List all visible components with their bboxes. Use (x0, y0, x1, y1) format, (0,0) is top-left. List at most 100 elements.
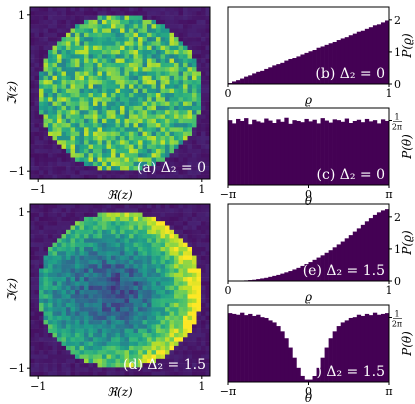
heatmap-cell (196, 123, 202, 128)
heatmap-cell (34, 264, 40, 269)
heatmap-cell (133, 174, 139, 180)
heatmap-cell (75, 75, 80, 81)
heatmap-cell (156, 251, 161, 256)
heatmap-cell (160, 204, 166, 209)
heatmap-cell (160, 328, 166, 334)
heatmap-cell (43, 161, 49, 167)
heatmap-cell (66, 148, 71, 154)
heatmap-cell (124, 105, 130, 111)
heatmap-cell (57, 259, 62, 265)
heatmap-cell (93, 58, 98, 64)
heatmap-cell (201, 148, 206, 154)
heatmap-cell (165, 298, 170, 304)
heatmap-cell (196, 204, 202, 209)
heatmap-cell (187, 242, 193, 248)
heatmap-cell (93, 123, 98, 128)
heatmap-cell (115, 157, 121, 163)
heatmap-cell (30, 153, 35, 158)
heatmap-cell (102, 153, 107, 158)
heatmap-cell (178, 114, 184, 120)
heatmap-cell (66, 238, 71, 243)
heatmap-cell (102, 328, 107, 334)
heatmap-cell (205, 80, 211, 85)
heatmap-cell (52, 363, 58, 368)
x-tick-label: 1 (198, 183, 205, 196)
heatmap-cell (84, 15, 89, 21)
heatmap-cell (75, 307, 80, 312)
heatmap-cell (151, 251, 157, 256)
heatmap-cell (115, 354, 121, 360)
heatmap-cell (205, 37, 211, 42)
heatmap-cell (142, 371, 148, 377)
heatmap-cell (70, 229, 76, 235)
heatmap-cell (93, 118, 98, 124)
heatmap-cell (142, 363, 148, 368)
heatmap-cell (70, 290, 76, 295)
heatmap-cell (156, 345, 161, 351)
heatmap-cell (102, 131, 107, 137)
heatmap-cell (178, 333, 184, 338)
heatmap-cell (174, 259, 179, 265)
heatmap-cell (205, 294, 211, 299)
heatmap-cell (120, 333, 125, 338)
heatmap-cell (70, 311, 76, 317)
heatmap-cell (192, 127, 197, 132)
heatmap-cell (156, 97, 161, 102)
heatmap-cell (48, 41, 53, 46)
heatmap-cell (93, 97, 98, 102)
heatmap-cell (165, 7, 170, 12)
bar (360, 224, 366, 281)
heatmap-cell (124, 281, 130, 286)
heatmap-cell (160, 88, 166, 94)
heatmap-cell (192, 71, 197, 77)
heatmap-cell (61, 67, 67, 72)
heatmap-cell (111, 302, 116, 308)
heatmap-cell (169, 148, 175, 154)
heatmap-cell (39, 247, 44, 252)
heatmap-cell (201, 97, 206, 102)
heatmap-cell (187, 307, 193, 312)
heatmap-cell (106, 62, 112, 68)
heatmap-cell (124, 268, 130, 274)
heatmap-cell (147, 320, 152, 325)
heatmap-cell (178, 363, 184, 368)
heatmap-cell (151, 174, 157, 180)
heatmap-cell (102, 24, 107, 29)
bars (236, 209, 390, 281)
heatmap-cell (52, 320, 58, 325)
heatmap-cell (75, 80, 80, 85)
heatmap-cell (48, 315, 53, 321)
heatmap-cell (201, 174, 206, 180)
heatmap-cell (156, 242, 161, 248)
heatmap-cell (75, 144, 80, 150)
heatmap-cell (34, 28, 40, 34)
heatmap-cell (66, 80, 71, 85)
heatmap-cell (70, 259, 76, 265)
heatmap-cell (174, 131, 179, 137)
heatmap-cell (79, 285, 85, 291)
heatmap-cell (120, 350, 125, 355)
heatmap-cell (160, 131, 166, 137)
heatmap-cell (133, 221, 139, 226)
heatmap-cell (138, 166, 143, 171)
heatmap-cell (52, 350, 58, 355)
heatmap-cell (84, 11, 89, 16)
heatmap-cell (106, 367, 112, 372)
heatmap-cell (160, 157, 166, 163)
heatmap-cell (39, 123, 44, 128)
heatmap-cell (133, 32, 139, 38)
heatmap-cell (178, 259, 184, 265)
heatmap-cell (84, 67, 89, 72)
heatmap-cell (187, 157, 193, 163)
heatmap-cell (79, 294, 85, 299)
heatmap-cell (111, 272, 116, 278)
heatmap-cell (102, 161, 107, 167)
x-axis-label: ℜ(z) (107, 385, 133, 399)
heatmap-cell (169, 157, 175, 163)
heatmap-cell (183, 337, 188, 342)
heatmap-cell (160, 93, 166, 98)
heatmap-cell (111, 62, 116, 68)
heatmap-cell (169, 41, 175, 46)
heatmap-cell (133, 315, 139, 321)
heatmap-cell (160, 350, 166, 355)
